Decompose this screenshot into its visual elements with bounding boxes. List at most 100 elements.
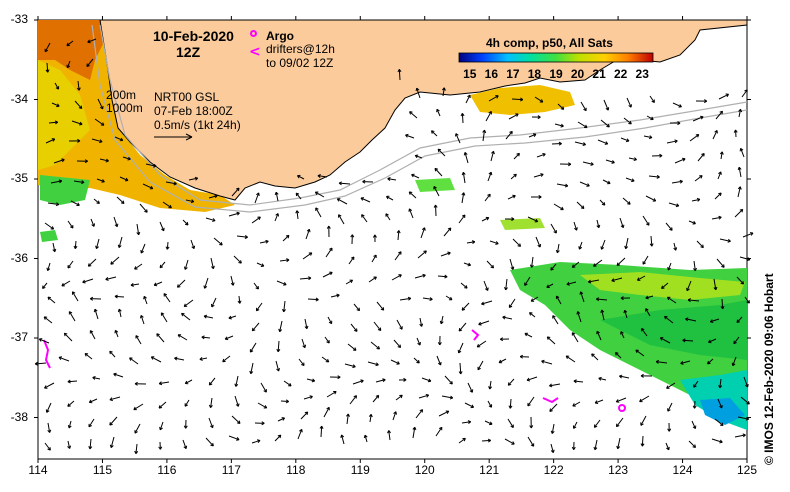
current-arrow-head bbox=[396, 230, 401, 234]
current-arrow-head bbox=[611, 278, 615, 283]
current-arrow bbox=[635, 349, 645, 357]
sst-scatter-1 bbox=[415, 178, 455, 192]
current-arrow bbox=[596, 330, 602, 341]
current-arrow bbox=[667, 262, 672, 271]
current-arrow-head bbox=[257, 216, 261, 221]
current-arrow bbox=[645, 308, 651, 317]
current-arrow bbox=[234, 395, 239, 407]
current-arrow-head bbox=[201, 335, 205, 340]
current-arrow-head bbox=[156, 333, 160, 337]
current-arrow-head bbox=[120, 200, 125, 205]
current-arrow bbox=[713, 278, 717, 290]
current-arrow-head bbox=[584, 124, 588, 129]
current-arrow bbox=[692, 116, 704, 122]
current-arrow-head bbox=[208, 381, 213, 386]
current-arrow-head bbox=[419, 323, 424, 327]
current-arrow bbox=[399, 297, 411, 301]
current-arrow-head bbox=[177, 334, 182, 338]
current-arrow-head bbox=[387, 177, 391, 181]
current-arrow-head bbox=[540, 173, 544, 177]
current-arrow-head bbox=[709, 319, 714, 323]
current-arrow bbox=[507, 378, 515, 386]
current-arrow-head bbox=[387, 430, 391, 434]
current-arrow-head bbox=[572, 403, 576, 407]
colorbar-tick: 22 bbox=[613, 67, 628, 81]
current-arrow bbox=[738, 109, 742, 118]
current-arrows bbox=[34, 38, 754, 455]
current-arrow-head bbox=[143, 295, 147, 300]
current-arrow bbox=[388, 430, 391, 441]
current-arrow bbox=[736, 316, 743, 323]
current-arrow bbox=[438, 410, 449, 417]
current-arrow-head bbox=[308, 276, 312, 281]
current-arrow bbox=[393, 339, 401, 348]
current-arrow bbox=[280, 400, 289, 403]
current-arrow-head bbox=[159, 264, 164, 269]
current-arrow bbox=[505, 131, 513, 140]
current-arrow bbox=[142, 183, 154, 190]
current-arrow bbox=[349, 395, 357, 405]
current-arrow bbox=[483, 280, 489, 291]
current-arrow bbox=[464, 152, 469, 164]
current-arrow bbox=[162, 201, 172, 209]
current-arrow bbox=[461, 113, 464, 124]
current-arrow-head bbox=[576, 311, 581, 315]
current-arrow-head bbox=[158, 446, 163, 450]
current-arrow bbox=[508, 113, 519, 120]
current-arrow-head bbox=[455, 133, 459, 137]
current-arrow-head bbox=[55, 202, 60, 207]
current-arrow-head bbox=[67, 425, 72, 429]
current-arrow-head bbox=[490, 264, 495, 269]
current-arrow-head bbox=[58, 179, 63, 184]
current-arrow bbox=[151, 356, 162, 363]
current-arrow bbox=[601, 309, 605, 321]
current-arrow-head bbox=[580, 205, 585, 209]
current-arrow-head bbox=[176, 284, 181, 288]
current-arrow-head bbox=[234, 383, 239, 387]
current-arrow bbox=[46, 62, 49, 73]
current-arrow-head bbox=[114, 329, 119, 334]
current-arrow bbox=[412, 427, 416, 439]
current-arrow bbox=[109, 396, 121, 401]
current-arrow bbox=[436, 355, 442, 366]
current-arrow-head bbox=[110, 261, 114, 265]
current-arrow bbox=[70, 200, 80, 206]
current-arrow bbox=[395, 394, 403, 401]
current-arrow-head bbox=[692, 405, 697, 409]
current-arrow bbox=[693, 260, 696, 271]
current-arrow bbox=[130, 283, 140, 286]
current-arrow-head bbox=[682, 157, 686, 162]
current-arrow bbox=[732, 356, 737, 366]
current-arrow bbox=[444, 375, 453, 385]
current-arrow bbox=[556, 295, 562, 305]
current-arrow-head bbox=[704, 99, 708, 104]
current-arrow bbox=[459, 362, 462, 375]
argo-legend-icon bbox=[250, 30, 257, 37]
current-arrow-head bbox=[109, 397, 113, 402]
colorbar-tick: 23 bbox=[635, 67, 649, 81]
current-arrow-head bbox=[158, 381, 163, 386]
current-arrow bbox=[529, 312, 536, 318]
current-arrow bbox=[615, 352, 622, 359]
current-arrow-head bbox=[529, 425, 534, 429]
current-arrow-head bbox=[645, 308, 649, 312]
current-arrow bbox=[736, 276, 744, 285]
current-arrow-head bbox=[739, 147, 744, 152]
current-arrow bbox=[466, 241, 475, 244]
current-arrow-head bbox=[73, 245, 78, 249]
latitude-label: -36 bbox=[10, 250, 28, 265]
current-arrow-head bbox=[308, 252, 313, 256]
current-arrow bbox=[159, 421, 164, 431]
current-arrow-head bbox=[507, 382, 512, 386]
current-arrow bbox=[368, 276, 377, 283]
current-arrow bbox=[119, 176, 129, 181]
current-arrow bbox=[413, 357, 420, 364]
current-arrow bbox=[593, 259, 603, 267]
current-arrow bbox=[642, 255, 649, 265]
current-arrow-head bbox=[362, 179, 366, 184]
current-arrow-head bbox=[593, 446, 598, 451]
current-arrow-head bbox=[363, 434, 368, 439]
current-arrow bbox=[682, 339, 694, 342]
current-arrow bbox=[114, 330, 119, 338]
current-arrow bbox=[710, 318, 720, 323]
